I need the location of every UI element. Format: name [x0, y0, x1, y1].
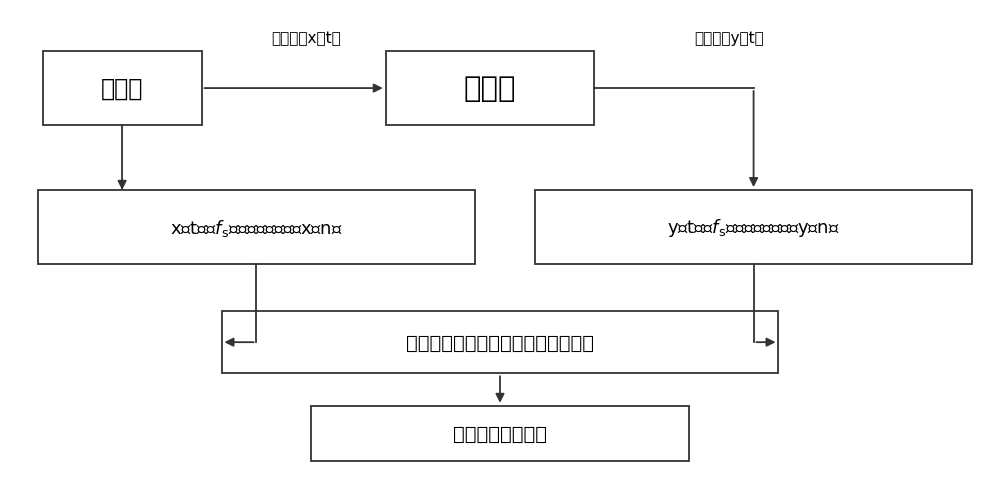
- Text: y（t）经$\mathit{f}_{\mathrm{s}}$采样后得离散序列y（n）: y（t）经$\mathit{f}_{\mathrm{s}}$采样后得离散序列y（…: [667, 217, 840, 239]
- Text: 发射机: 发射机: [464, 75, 516, 103]
- Text: x（t）经$\mathit{f}_{\mathrm{s}}$采样后得离散序列x（n）: x（t）经$\mathit{f}_{\mathrm{s}}$采样后得离散序列x（…: [170, 217, 343, 238]
- Bar: [222, 311, 778, 374]
- Text: 输出信号y（t）: 输出信号y（t）: [694, 31, 764, 46]
- Bar: [38, 191, 475, 265]
- Text: 运用本发明算法计算发射机谐波失真: 运用本发明算法计算发射机谐波失真: [406, 333, 594, 352]
- Bar: [311, 406, 689, 461]
- Text: 音频流: 音频流: [101, 77, 143, 101]
- Bar: [43, 52, 202, 126]
- Text: 将结果显示和存储: 将结果显示和存储: [453, 424, 547, 443]
- Text: 输入信号x（t）: 输入信号x（t）: [271, 31, 341, 46]
- Bar: [386, 52, 594, 126]
- Bar: [535, 191, 972, 265]
